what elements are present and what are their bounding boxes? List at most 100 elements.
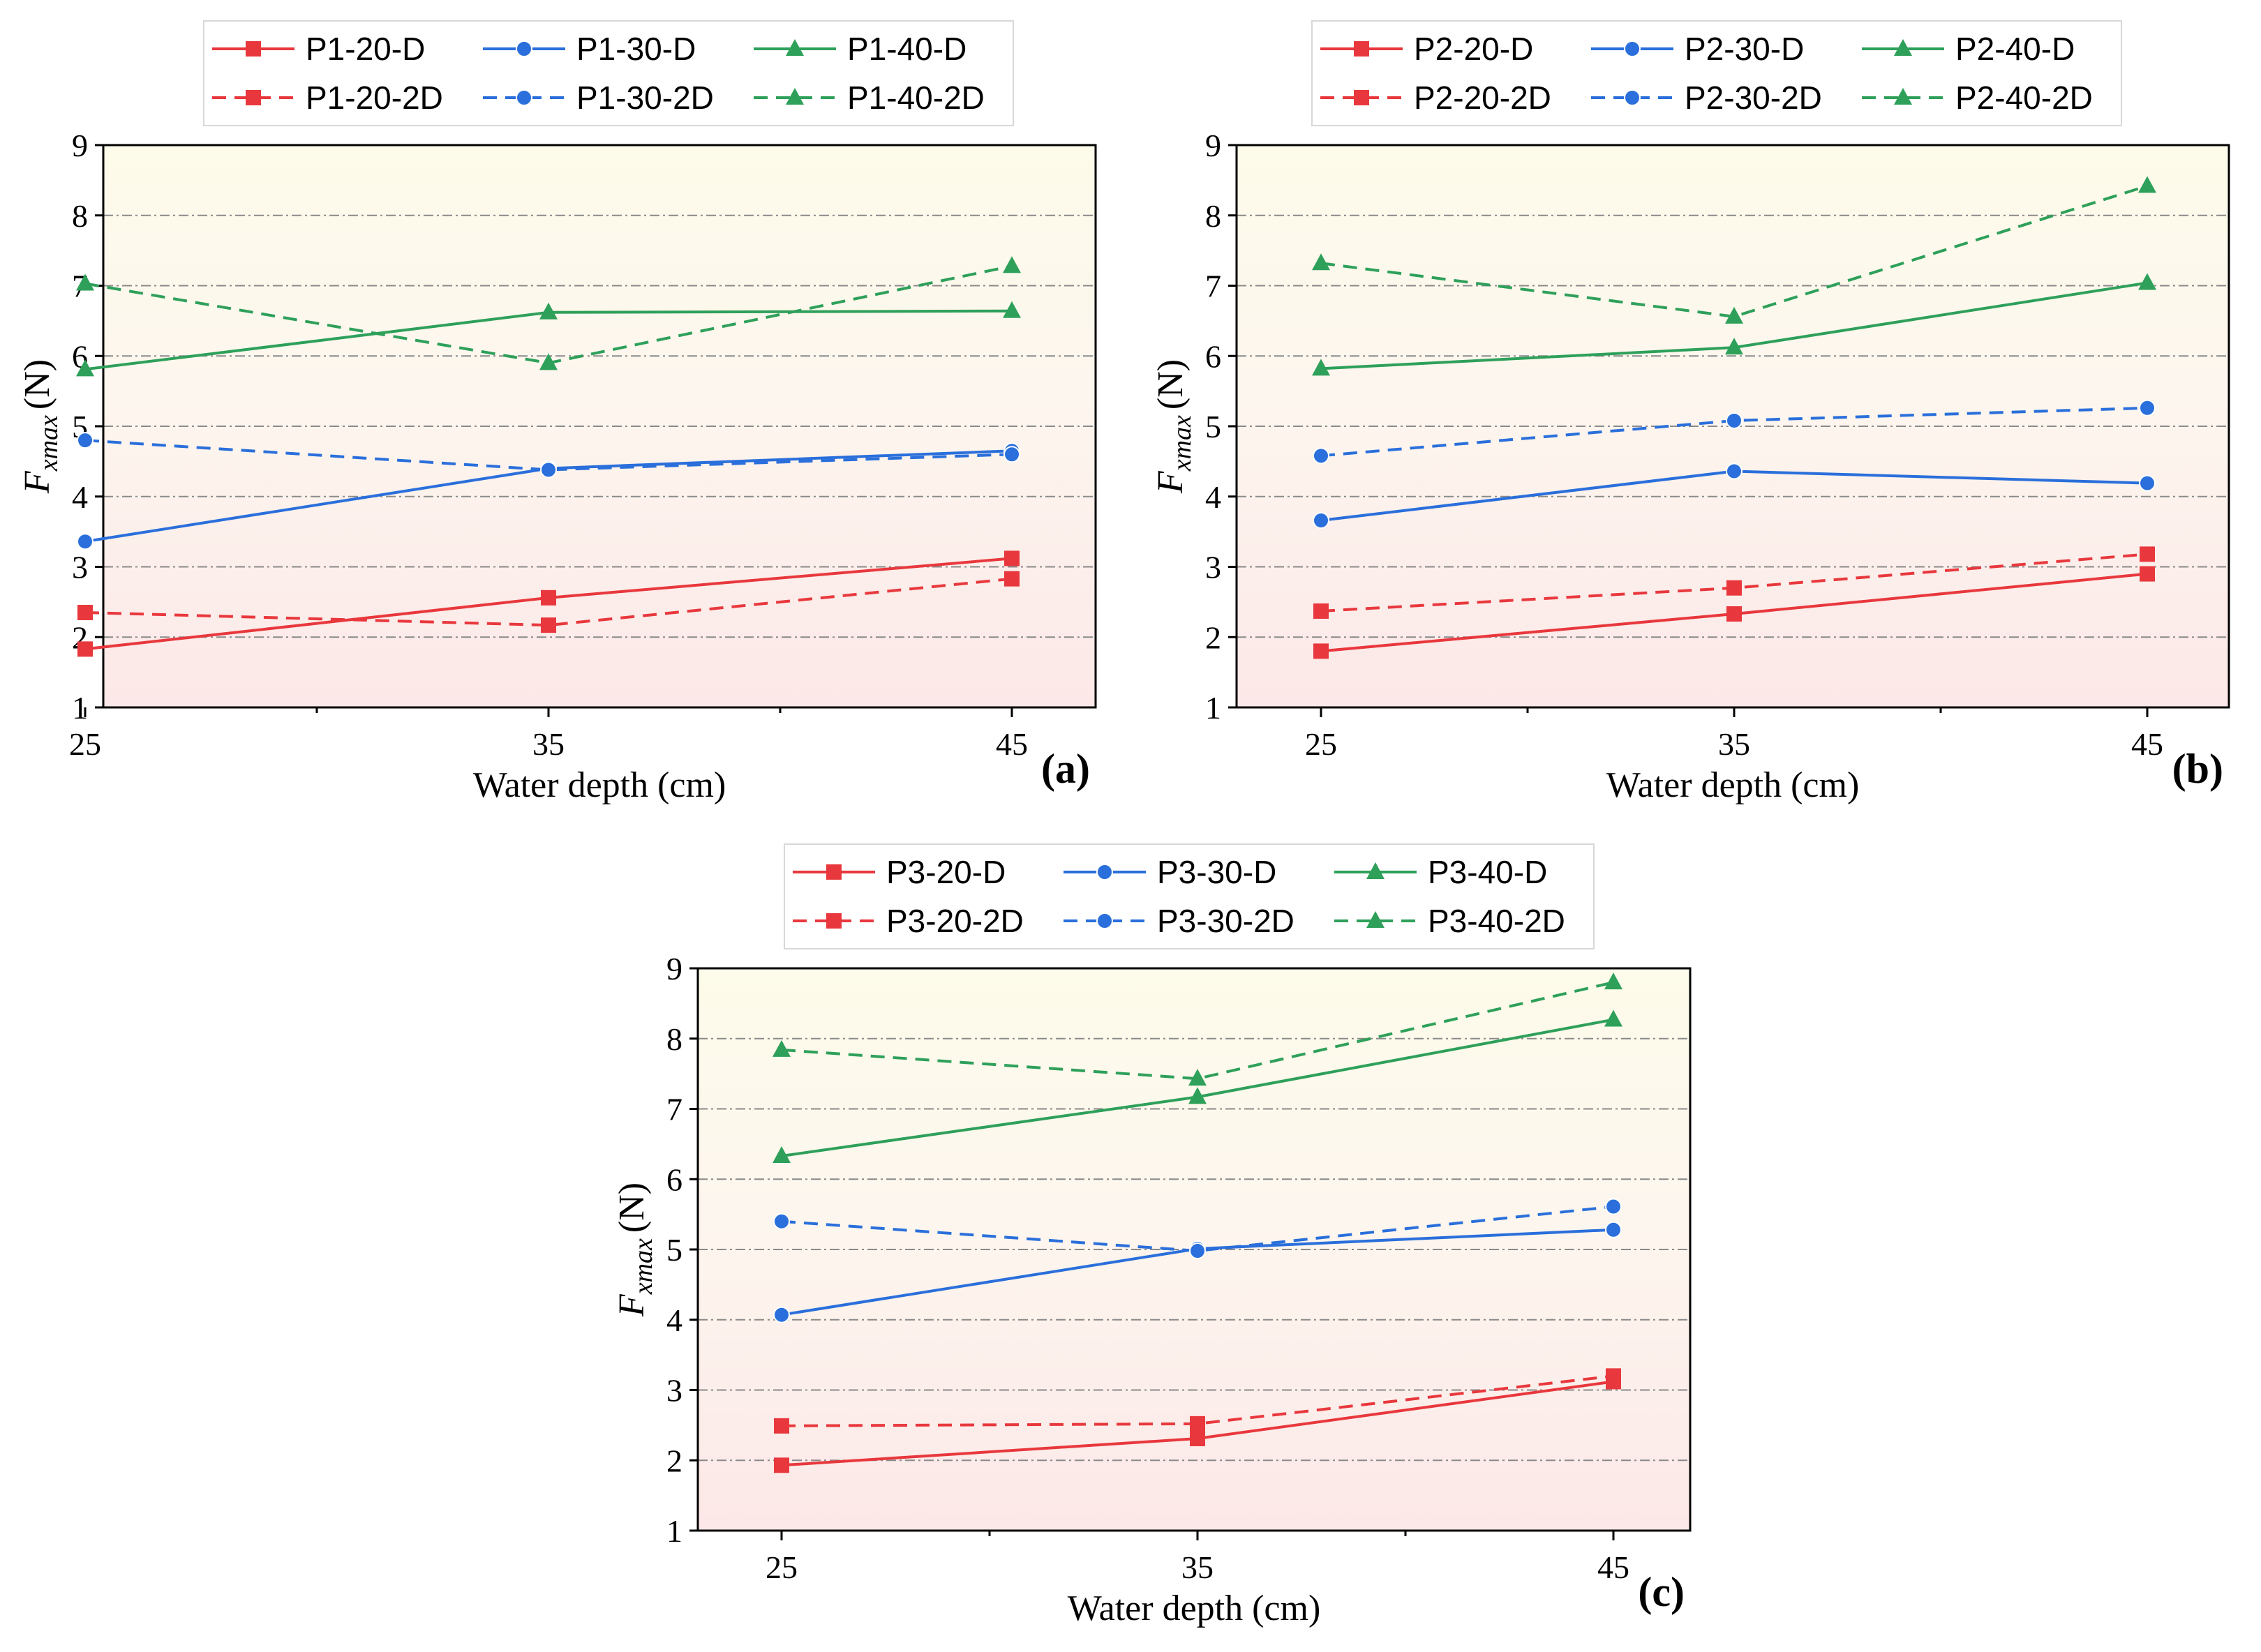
y-axis-label-unit: (N): [17, 359, 57, 410]
legend-marker: [1366, 862, 1385, 879]
series-P1-40-2D: [76, 256, 1021, 370]
legend-label: P1-30-2D: [576, 80, 714, 116]
x-axis-label: Water depth (cm): [1068, 1589, 1321, 1628]
data-point: [1004, 571, 1020, 587]
y-tick-label: 7: [666, 1092, 682, 1127]
legend: P3-20-D P3-30-D P3-40-D P3-20-2D P3-30-2D P3-…: [784, 843, 1595, 949]
series-P1-30-2D: [77, 432, 1020, 479]
data-point: [76, 359, 94, 377]
data-point: [2139, 399, 2156, 416]
y-tick-label: 1: [666, 1513, 682, 1549]
legend-item-P2-40-2D: P2-40-2D: [1862, 80, 2093, 116]
data-point: [1605, 1221, 1622, 1238]
legend: P2-20-D P2-30-D P2-40-D P2-20-2D P2-30-2D P2-…: [1311, 20, 2122, 126]
x-tick-label: 35: [532, 726, 565, 762]
y-tick-label: 2: [666, 1443, 682, 1478]
series-P2-20-2D: [1313, 546, 2155, 619]
legend-item-P2-30-2D: P2-30-2D: [1591, 80, 1822, 116]
y-tick-label: 5: [1205, 409, 1221, 444]
data-point: [1605, 1198, 1622, 1215]
y-axis-label-unit: (N): [612, 1182, 652, 1233]
data-point: [1313, 603, 1329, 619]
series-line: [781, 981, 1614, 1081]
x-tick-label: 45: [1597, 1549, 1629, 1585]
y-axis-label: Fxmax (N): [17, 359, 64, 494]
data-point: [77, 604, 93, 620]
y-tick-label: 6: [1205, 338, 1221, 374]
legend-item-P1-20-2D: P1-20-2D: [212, 80, 443, 116]
data-point: [77, 432, 94, 449]
data-point: [2140, 546, 2155, 562]
series-P2-30-2D: [1313, 399, 2156, 465]
data-point: [773, 1306, 790, 1323]
y-tick-label: 3: [666, 1373, 682, 1409]
x-tick-label: 45: [2131, 726, 2163, 762]
series-line: [781, 1374, 1614, 1427]
data-point: [1604, 1009, 1622, 1027]
legend-label: P2-30-2D: [1685, 80, 1822, 116]
legend-marker: [1894, 88, 1912, 105]
legend-item-P1-40-D: P1-40-D: [754, 31, 967, 67]
data-point: [1188, 1087, 1207, 1104]
series-P3-20-2D: [774, 1368, 1621, 1434]
legend-marker: [1366, 911, 1385, 928]
data-point: [1003, 301, 1021, 318]
data-point: [1313, 643, 1329, 659]
legend-marker: [786, 88, 804, 105]
series-line: [781, 1205, 1614, 1253]
data-point: [1725, 338, 1743, 355]
x-tick-label: 25: [69, 726, 101, 762]
y-axis-label: Fxmax (N): [1151, 359, 1197, 494]
data-point: [1312, 359, 1330, 376]
y-tick-label: 2: [1205, 620, 1221, 655]
legend-label: P2-20-2D: [1414, 80, 1551, 116]
legend-marker: [1096, 913, 1113, 929]
y-tick-label: 4: [72, 479, 88, 515]
legend-item-P3-20-D: P3-20-D: [793, 854, 1006, 890]
legend-item-P3-20-2D: P3-20-2D: [793, 903, 1024, 939]
data-point: [2139, 474, 2156, 492]
data-point: [1726, 606, 1742, 622]
legend-marker: [516, 40, 532, 57]
data-point: [774, 1457, 789, 1473]
legend-label: P3-20-2D: [886, 903, 1024, 939]
series-P2-30-D: [1313, 463, 2156, 530]
panel-label: (b): [2172, 746, 2223, 792]
legend-label: P1-30-D: [576, 31, 696, 67]
data-point: [1312, 253, 1330, 271]
legend-item-P2-30-D: P2-30-D: [1591, 31, 1804, 67]
x-tick-label: 35: [1181, 1549, 1214, 1585]
legend-label: P2-40-D: [1955, 31, 2075, 67]
data-point: [1003, 256, 1021, 273]
y-axis-label-subscript: xmax: [629, 1238, 658, 1295]
legend-marker: [246, 90, 261, 105]
legend-label: P3-20-D: [886, 854, 1006, 890]
series-P2-20-D: [1313, 566, 2155, 659]
data-point: [540, 461, 557, 479]
series-P1-40-D: [76, 301, 1021, 377]
legend-item-P1-30-2D: P1-30-2D: [483, 80, 714, 116]
data-point: [1726, 412, 1743, 429]
series-P2-40-2D: [1312, 176, 2156, 324]
legend-marker: [826, 913, 842, 929]
x-tick-label: 35: [1718, 726, 1750, 762]
series-P2-40-D: [1312, 273, 2156, 376]
series-P3-40-2D: [773, 973, 1622, 1086]
series-P1-20-D: [77, 550, 1020, 657]
y-axis-label: Fxmax (N): [612, 1182, 658, 1317]
x-tick-label: 25: [1305, 726, 1337, 762]
series-P3-30-2D: [773, 1198, 1622, 1260]
y-tick-label: 5: [666, 1232, 682, 1268]
y-tick-label: 3: [1205, 550, 1221, 585]
legend-label: P2-40-2D: [1955, 80, 2093, 116]
y-axis-label-main: F: [17, 470, 57, 494]
data-point: [539, 353, 558, 370]
legend-label: P3-40-D: [1428, 854, 1547, 890]
data-point: [1726, 580, 1742, 596]
legend-box: [1311, 20, 2122, 126]
y-tick-label: 1: [72, 690, 88, 726]
x-tick-label: 25: [766, 1549, 798, 1585]
legend-box: [203, 20, 1014, 126]
